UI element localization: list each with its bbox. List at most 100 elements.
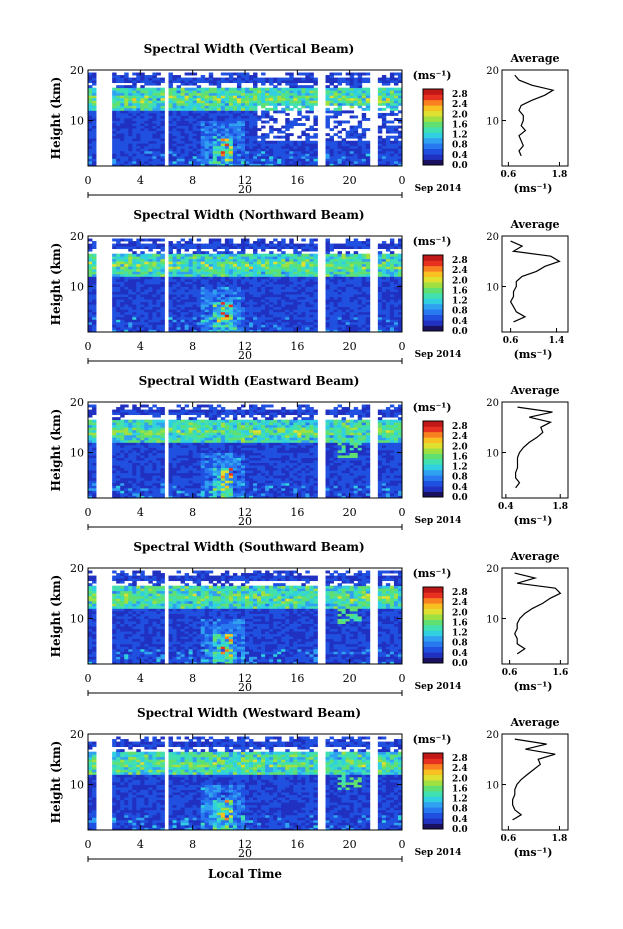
heatmap-cell bbox=[301, 130, 306, 134]
heatmap-cell bbox=[240, 256, 246, 260]
heatmap-cell bbox=[188, 140, 194, 144]
heatmap-cell bbox=[188, 291, 194, 295]
heatmap-cell bbox=[337, 163, 343, 167]
heatmap-cell bbox=[361, 256, 367, 260]
heatmap-cell bbox=[333, 256, 338, 260]
heatmap-cell bbox=[253, 314, 258, 318]
heatmap-cell bbox=[224, 311, 230, 315]
heatmap-cell bbox=[184, 243, 190, 247]
heatmap-cell bbox=[140, 77, 145, 81]
heatmap-cell bbox=[228, 80, 234, 84]
heatmap-cell bbox=[325, 329, 330, 333]
heatmap-cell bbox=[253, 128, 258, 132]
heatmap-cell bbox=[389, 286, 395, 290]
heatmap-cell bbox=[305, 306, 310, 310]
heatmap-cell bbox=[393, 316, 399, 320]
heatmap-cell bbox=[240, 299, 246, 303]
heatmap-cell bbox=[168, 148, 173, 152]
heatmap-cell bbox=[124, 324, 129, 328]
heatmap-cell bbox=[285, 299, 290, 303]
heatmap-cell bbox=[160, 115, 165, 119]
heatmap-cell bbox=[192, 326, 198, 330]
heatmap-cell bbox=[232, 268, 238, 272]
heatmap-cell bbox=[172, 266, 177, 270]
heatmap-cell bbox=[112, 424, 117, 428]
heatmap-cell bbox=[357, 304, 363, 308]
heatmap-cell bbox=[236, 163, 242, 167]
heatmap-cell bbox=[208, 112, 214, 116]
heatmap-cell bbox=[204, 291, 210, 295]
heatmap-cell bbox=[88, 294, 93, 298]
heatmap-cell bbox=[204, 314, 210, 318]
heatmap-cell bbox=[136, 246, 141, 250]
heatmap-cell bbox=[377, 150, 383, 154]
heatmap-cell bbox=[393, 128, 399, 132]
heatmap-cell bbox=[128, 485, 133, 489]
heatmap-cell bbox=[289, 301, 294, 305]
heatmap-cell bbox=[208, 243, 214, 247]
heatmap-cell bbox=[357, 326, 363, 330]
heatmap-cell bbox=[136, 75, 141, 78]
heatmap-cell bbox=[152, 105, 157, 109]
heatmap-cell bbox=[208, 238, 214, 242]
heatmap-cell bbox=[92, 253, 97, 257]
heatmap-cell bbox=[325, 266, 330, 270]
heatmap-cell bbox=[297, 140, 302, 144]
heatmap-cell bbox=[116, 95, 121, 99]
heatmap-cell bbox=[381, 150, 387, 154]
heatmap-cell bbox=[92, 439, 97, 443]
heatmap-cell bbox=[140, 319, 145, 323]
heatmap-cell bbox=[184, 80, 190, 84]
heatmap-cell bbox=[200, 319, 206, 323]
heatmap-cell bbox=[257, 299, 262, 303]
heatmap-cell bbox=[253, 294, 258, 298]
heatmap-cell bbox=[337, 135, 343, 139]
heatmap-cell bbox=[389, 110, 395, 114]
heatmap-cell bbox=[265, 296, 270, 300]
heatmap-cell bbox=[172, 145, 177, 149]
heatmap-cell bbox=[265, 319, 270, 323]
heatmap-cell bbox=[249, 163, 254, 167]
heatmap-cell bbox=[393, 253, 399, 257]
heatmap-cell bbox=[208, 145, 214, 149]
heatmap-cell bbox=[289, 238, 294, 242]
heatmap-cell bbox=[313, 97, 318, 101]
heatmap-cell bbox=[148, 256, 153, 260]
heatmap-cell bbox=[160, 140, 165, 144]
heatmap-cell bbox=[285, 90, 290, 94]
heatmap-cell bbox=[301, 115, 306, 119]
heatmap-cell bbox=[140, 263, 145, 267]
heatmap-cell bbox=[128, 92, 133, 96]
heatmap-cell bbox=[397, 324, 403, 328]
heatmap-cell bbox=[228, 281, 234, 285]
heatmap-cell bbox=[257, 160, 262, 164]
heatmap-cell bbox=[301, 299, 306, 303]
heatmap-cell bbox=[136, 258, 141, 262]
heatmap-cell bbox=[345, 266, 351, 270]
heatmap-cell bbox=[216, 100, 222, 104]
heatmap-cell bbox=[289, 276, 294, 280]
heatmap-cell bbox=[261, 148, 266, 152]
heatmap-cell bbox=[353, 241, 359, 244]
heatmap-cell bbox=[377, 153, 383, 157]
heatmap-cell bbox=[112, 432, 117, 436]
heatmap-cell bbox=[140, 125, 145, 129]
heatmap-cell bbox=[124, 475, 129, 479]
heatmap-cell bbox=[132, 472, 137, 476]
heatmap-cell bbox=[88, 258, 93, 262]
heatmap-cell bbox=[184, 286, 190, 290]
heatmap-cell bbox=[168, 284, 173, 287]
heatmap-cell bbox=[232, 87, 238, 91]
heatmap-cell bbox=[176, 128, 181, 132]
heatmap-cell bbox=[132, 266, 137, 270]
heatmap-cell bbox=[381, 153, 387, 157]
heatmap-cell bbox=[349, 97, 355, 101]
heatmap-cell bbox=[200, 316, 206, 320]
heatmap-cell bbox=[204, 135, 210, 139]
heatmap-cell bbox=[200, 294, 206, 298]
heatmap-cell bbox=[120, 477, 125, 481]
heatmap-cell bbox=[389, 278, 395, 282]
heatmap-cell bbox=[124, 148, 129, 152]
heatmap-cell bbox=[88, 460, 93, 464]
heatmap-cell bbox=[232, 133, 238, 137]
